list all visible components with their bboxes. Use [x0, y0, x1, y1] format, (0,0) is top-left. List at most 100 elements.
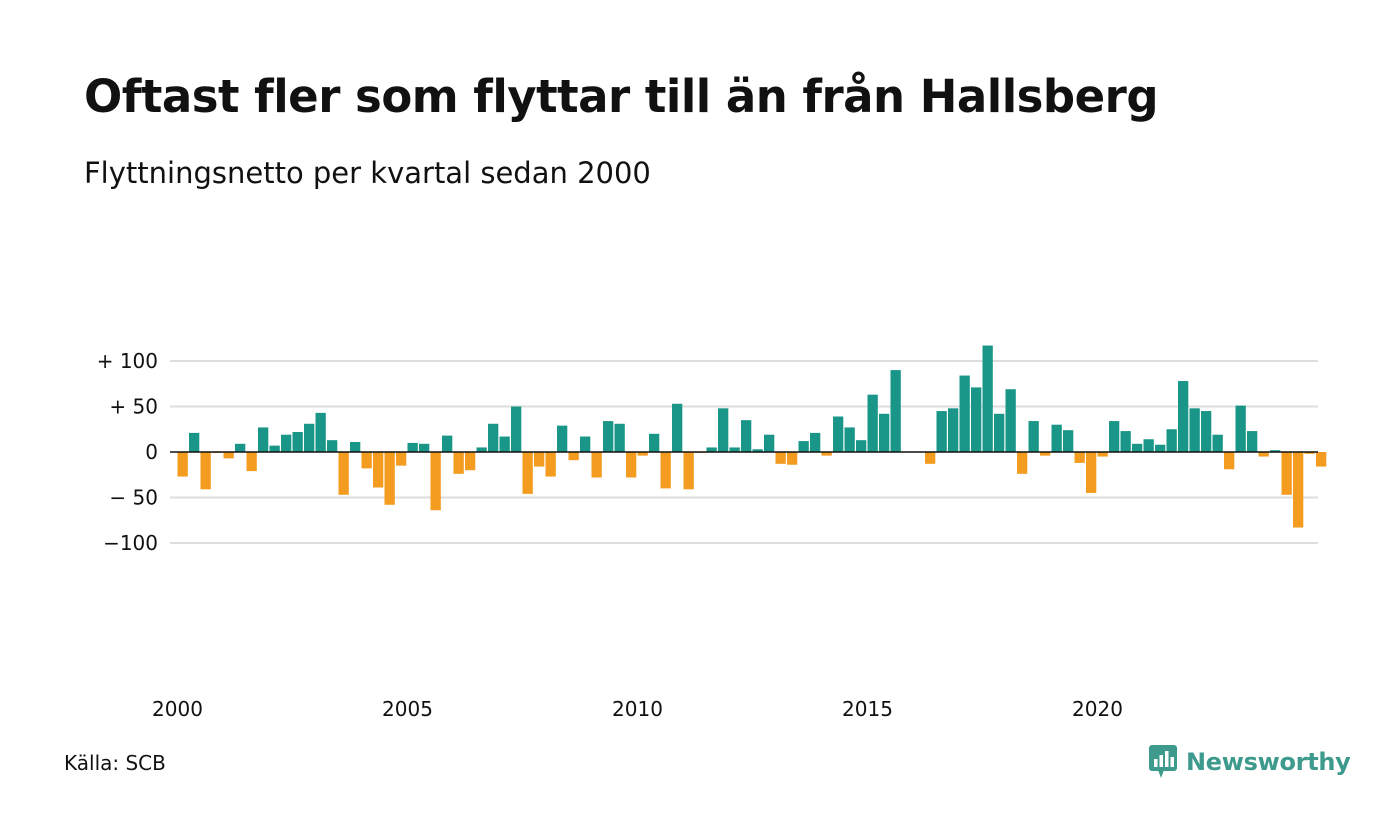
x-axis-labels: 2000 2005 2010 2015 2020 — [152, 697, 1123, 721]
y-axis-labels: + 100 + 50 0 − 50 −100 — [97, 349, 158, 555]
bar — [373, 452, 384, 488]
bar — [994, 413, 1005, 452]
chart-title: Oftast fler som flyttar till än från Hal… — [84, 70, 1159, 123]
bar — [1316, 452, 1327, 467]
bar — [856, 440, 867, 452]
bar — [1017, 452, 1028, 474]
bar — [292, 431, 303, 452]
bar — [752, 449, 763, 452]
x-tick-label: 2015 — [842, 697, 893, 721]
bar — [1293, 452, 1304, 528]
bar — [948, 408, 959, 452]
bar-chart: + 100 + 50 0 − 50 −100 2000 2005 2010 2015 2020 — [97, 345, 1327, 721]
bar — [1178, 381, 1189, 452]
bar — [890, 370, 901, 452]
bar — [315, 412, 326, 452]
bar — [706, 447, 717, 452]
bar — [1155, 444, 1166, 452]
bar — [718, 408, 729, 452]
bar — [200, 452, 211, 490]
bar — [407, 442, 418, 452]
y-tick-label: + 100 — [97, 349, 158, 373]
brand-name: Newsworthy — [1186, 748, 1351, 776]
bar — [1189, 408, 1200, 452]
bar — [729, 447, 740, 452]
bar — [1270, 450, 1281, 452]
bar — [1258, 452, 1269, 457]
bar — [1040, 452, 1051, 456]
x-tick-label: 2000 — [152, 697, 203, 721]
bar — [476, 447, 487, 452]
newsworthy-logo-icon — [1149, 745, 1177, 778]
bar — [430, 452, 441, 511]
bar — [235, 443, 246, 452]
bar — [614, 423, 625, 452]
bar — [327, 440, 338, 452]
bar — [258, 427, 269, 452]
bar — [1120, 431, 1131, 452]
bar — [971, 387, 982, 452]
y-tick-label: −100 — [103, 531, 158, 555]
bar — [534, 452, 545, 467]
bar — [821, 452, 832, 456]
bar — [361, 452, 372, 469]
bar — [1051, 424, 1062, 452]
bar — [419, 443, 430, 452]
bar — [867, 394, 878, 452]
bar — [810, 432, 821, 452]
bar — [787, 452, 798, 465]
y-tick-label: − 50 — [109, 486, 158, 510]
bar — [1028, 421, 1039, 452]
bar — [637, 452, 648, 456]
bar — [1005, 389, 1016, 452]
bar — [545, 452, 556, 477]
bar — [281, 434, 292, 452]
bar — [1097, 452, 1108, 457]
chart-subtitle: Flyttningsnetto per kvartal sedan 2000 — [84, 156, 651, 190]
bar — [649, 433, 660, 452]
bar — [626, 452, 637, 478]
bar — [1247, 431, 1258, 452]
x-tick-label: 2005 — [382, 697, 433, 721]
bar — [442, 435, 453, 452]
bar — [384, 452, 395, 505]
bar — [1086, 452, 1097, 493]
y-tick-label: 0 — [145, 440, 158, 464]
x-tick-label: 2020 — [1072, 697, 1123, 721]
bar — [1281, 452, 1292, 495]
bar — [798, 441, 809, 452]
bar — [465, 452, 476, 471]
bar — [1235, 405, 1246, 452]
bars — [177, 345, 1327, 528]
bar — [223, 452, 234, 459]
y-tick-label: + 50 — [109, 395, 158, 419]
bar — [488, 423, 499, 452]
bar — [660, 452, 671, 489]
bar — [683, 452, 694, 490]
bar — [672, 403, 683, 452]
bar — [1201, 411, 1212, 452]
source-note: Källa: SCB — [64, 751, 166, 775]
bar — [580, 436, 591, 452]
bar — [1074, 452, 1085, 463]
bar — [453, 452, 464, 474]
bar — [775, 452, 786, 464]
bar — [591, 452, 602, 478]
gridlines — [170, 360, 1318, 544]
bar — [557, 425, 568, 452]
bar — [936, 411, 947, 452]
bar — [959, 375, 970, 452]
bar — [1143, 439, 1154, 452]
bar — [603, 421, 614, 452]
bar — [304, 423, 315, 452]
bar — [522, 452, 533, 494]
bar — [833, 416, 844, 452]
bar — [1109, 421, 1120, 452]
bar — [350, 441, 361, 452]
bar — [396, 452, 407, 466]
bar — [511, 406, 522, 452]
bar — [1166, 429, 1177, 452]
bar — [246, 452, 257, 472]
bar — [499, 436, 510, 452]
x-tick-label: 2010 — [612, 697, 663, 721]
